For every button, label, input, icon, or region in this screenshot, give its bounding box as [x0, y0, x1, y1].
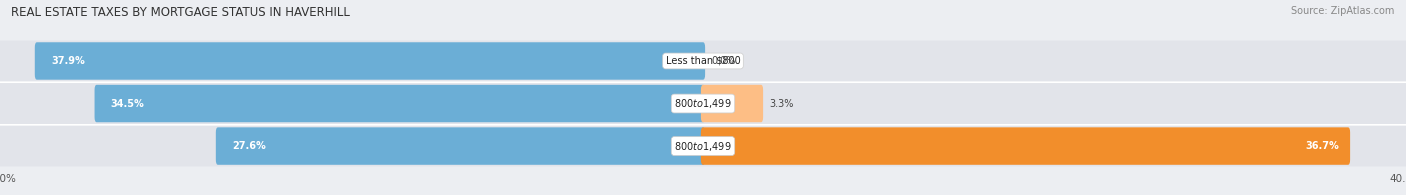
- FancyBboxPatch shape: [0, 41, 1406, 81]
- FancyBboxPatch shape: [0, 83, 1406, 124]
- Text: Less than $800: Less than $800: [665, 56, 741, 66]
- Text: 0.0%: 0.0%: [711, 56, 737, 66]
- Text: 37.9%: 37.9%: [51, 56, 84, 66]
- Text: 36.7%: 36.7%: [1305, 141, 1340, 151]
- Text: 27.6%: 27.6%: [232, 141, 266, 151]
- Text: REAL ESTATE TAXES BY MORTGAGE STATUS IN HAVERHILL: REAL ESTATE TAXES BY MORTGAGE STATUS IN …: [11, 6, 350, 19]
- FancyBboxPatch shape: [700, 85, 763, 122]
- FancyBboxPatch shape: [0, 126, 1406, 167]
- Text: $800 to $1,499: $800 to $1,499: [675, 97, 731, 110]
- Text: $800 to $1,499: $800 to $1,499: [675, 140, 731, 152]
- Text: Source: ZipAtlas.com: Source: ZipAtlas.com: [1291, 6, 1395, 16]
- FancyBboxPatch shape: [700, 127, 1350, 165]
- FancyBboxPatch shape: [94, 85, 706, 122]
- FancyBboxPatch shape: [217, 127, 704, 165]
- FancyBboxPatch shape: [35, 42, 706, 80]
- Text: 34.5%: 34.5%: [111, 98, 145, 109]
- Text: 3.3%: 3.3%: [770, 98, 794, 109]
